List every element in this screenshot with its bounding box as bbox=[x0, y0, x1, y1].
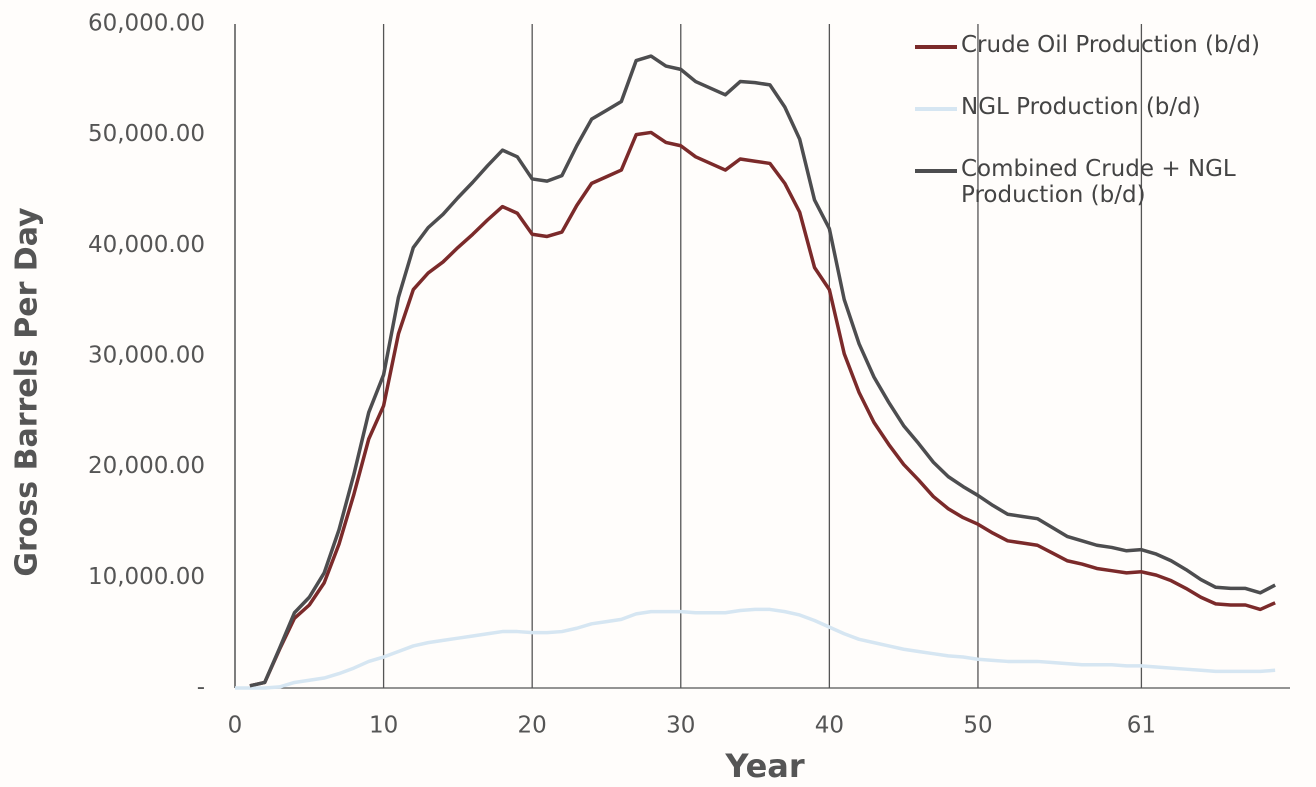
legend-item: Crude Oil Production (b/d) bbox=[915, 32, 1285, 58]
legend-item: Combined Crude + NGL Production (b/d) bbox=[915, 156, 1285, 208]
y-tick-label: 10,000.00 bbox=[88, 564, 205, 590]
series-line bbox=[235, 607, 1276, 690]
y-axis-label: Gross Barrels Per Day bbox=[10, 207, 45, 577]
legend-swatch bbox=[915, 169, 957, 173]
y-tick-label: 20,000.00 bbox=[88, 453, 205, 479]
y-tick-label: 60,000.00 bbox=[88, 11, 205, 37]
y-tick-label: 40,000.00 bbox=[88, 232, 205, 258]
y-tick-label: - bbox=[197, 675, 205, 701]
x-tick-label: 50 bbox=[963, 713, 992, 739]
legend-swatch bbox=[915, 45, 957, 49]
y-tick-label: 30,000.00 bbox=[88, 343, 205, 369]
x-tick-label: 40 bbox=[815, 713, 844, 739]
x-tick-label: 30 bbox=[666, 713, 695, 739]
x-tick-label: 10 bbox=[369, 713, 398, 739]
x-tick-label: 0 bbox=[228, 713, 243, 739]
x-axis-label: Year bbox=[724, 747, 805, 785]
x-tick-label: 61 bbox=[1127, 713, 1156, 739]
legend-label: NGL Production (b/d) bbox=[961, 94, 1201, 120]
series-line bbox=[249, 130, 1276, 688]
legend: Crude Oil Production (b/d) NGL Production… bbox=[915, 32, 1285, 244]
y-tick-label: 50,000.00 bbox=[88, 121, 205, 147]
legend-label: Crude Oil Production (b/d) bbox=[961, 32, 1260, 58]
series-line bbox=[249, 54, 1276, 688]
legend-label: Combined Crude + NGL Production (b/d) bbox=[961, 156, 1236, 208]
legend-item: NGL Production (b/d) bbox=[915, 94, 1285, 120]
x-tick-label: 20 bbox=[518, 713, 547, 739]
legend-swatch bbox=[915, 107, 957, 111]
